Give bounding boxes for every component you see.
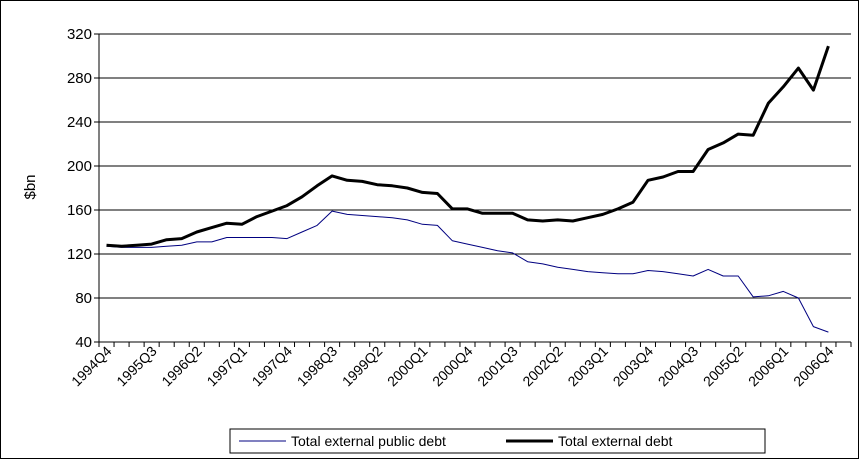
x-tick-label: 2003Q4 xyxy=(610,343,657,390)
axes xyxy=(94,33,852,347)
x-tick-label: 2004Q3 xyxy=(655,343,702,390)
x-tick-labels: 1994Q41995Q31996Q21997Q11997Q41998Q31999… xyxy=(68,343,837,390)
y-tick-label: 280 xyxy=(67,70,92,87)
x-tick-label: 1998Q3 xyxy=(294,343,341,390)
x-tick-label: 1999Q2 xyxy=(339,343,386,390)
x-tick-label: 2006Q4 xyxy=(790,343,837,390)
legend-label: Total external public debt xyxy=(291,433,446,449)
x-tick-label: 2000Q4 xyxy=(429,343,476,390)
x-tick-label: 2003Q1 xyxy=(564,343,611,390)
x-tick-label: 2001Q3 xyxy=(474,343,521,390)
x-tick-label: 2006Q1 xyxy=(745,343,792,390)
y-tick-label: 200 xyxy=(67,158,92,175)
y-tick-label: 40 xyxy=(75,334,92,351)
y-tick-label: 240 xyxy=(67,114,92,131)
x-tick-label: 2000Q1 xyxy=(384,343,431,390)
gridlines xyxy=(99,33,851,299)
x-tick-label: 1995Q3 xyxy=(113,343,160,390)
y-tick-label: 320 xyxy=(67,26,92,43)
series-line-total-external-public-debt xyxy=(106,210,829,333)
x-tick-label: 1997Q4 xyxy=(249,343,296,390)
legend-label: Total external debt xyxy=(558,433,673,449)
y-axis-title: $bn xyxy=(22,174,39,199)
x-tick-label: 2002Q2 xyxy=(519,343,566,390)
x-tick-label: 1996Q2 xyxy=(158,343,205,390)
series-lines xyxy=(106,45,830,333)
legend: Total external public debt Total external… xyxy=(229,428,766,454)
legend-box xyxy=(229,428,766,454)
y-tick-label: 120 xyxy=(67,246,92,263)
y-tick-label: 160 xyxy=(67,202,92,219)
x-tick-label: 2005Q2 xyxy=(700,343,747,390)
y-tick-label: 80 xyxy=(75,290,92,307)
series-line-total-external-debt xyxy=(106,45,830,248)
y-tick-labels: 40 80 120 160 200 240 280 320 xyxy=(67,26,92,351)
x-tick-label: 1997Q1 xyxy=(203,343,250,390)
